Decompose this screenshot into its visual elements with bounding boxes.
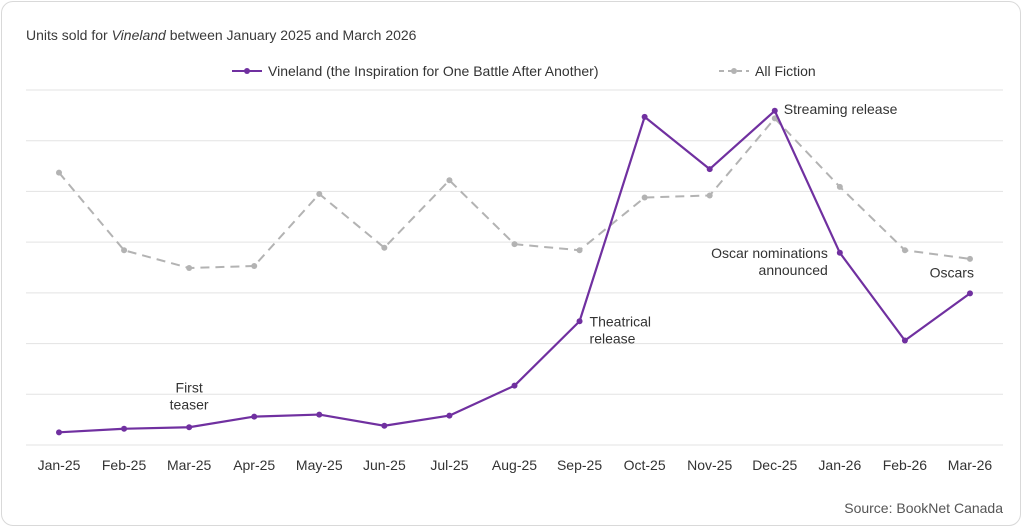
legend-label-all-fiction: All Fiction [755, 63, 816, 79]
x-tick-label: Apr-25 [233, 457, 275, 473]
x-tick-label: Jul-25 [430, 457, 468, 473]
x-axis-ticks: Jan-25 Feb-25 Mar-25 Apr-25 May-25 Jun-25 Jul-… [38, 457, 993, 473]
annotation-label: Oscar nominations [711, 245, 828, 261]
point-all-fiction [511, 241, 518, 248]
point-all-fiction [641, 194, 648, 201]
annotation-label: release [590, 330, 636, 346]
point-vineland [251, 413, 258, 420]
annotation-label: teaser [170, 396, 209, 412]
x-tick-label: Sep-25 [557, 457, 602, 473]
point-vineland [121, 425, 128, 432]
source-note: Source: BookNet Canada [844, 500, 1003, 516]
chart-title-part: between January 2025 and March 2026 [166, 27, 417, 43]
legend-marker-all-fiction [731, 68, 737, 74]
point-all-fiction [966, 255, 973, 262]
x-tick-label: Aug-25 [492, 457, 537, 473]
legend-marker-vineland [244, 68, 250, 74]
series-layer [56, 107, 973, 436]
point-vineland [641, 113, 648, 120]
point-vineland [56, 429, 62, 436]
chart-title-part: Units sold for [26, 27, 112, 43]
legend: Vineland (the Inspiration for One Battle… [232, 63, 816, 79]
x-tick-label: Mar-25 [167, 457, 212, 473]
chart-title-book: Vineland [112, 27, 167, 43]
x-tick-label: Oct-25 [624, 457, 666, 473]
point-all-fiction [316, 190, 323, 197]
point-vineland [316, 411, 323, 418]
x-tick-label: Mar-26 [948, 457, 993, 473]
point-vineland [576, 318, 583, 325]
annotation-label: Streaming release [784, 101, 898, 117]
point-all-fiction [251, 262, 258, 269]
annotation-label: First [176, 379, 203, 395]
point-vineland [186, 424, 193, 431]
legend-label-vineland: Vineland (the Inspiration for One Battle… [268, 63, 599, 79]
point-all-fiction [381, 244, 388, 251]
point-vineland [381, 422, 388, 429]
x-tick-label: Jun-25 [363, 457, 406, 473]
point-vineland [771, 107, 778, 114]
x-tick-label: Feb-26 [883, 457, 928, 473]
point-vineland [836, 249, 843, 256]
annotation-label: Theatrical [590, 313, 651, 329]
chart-title: Units sold for Vineland between January … [26, 27, 417, 43]
point-vineland [966, 290, 973, 297]
point-all-fiction [56, 169, 62, 176]
point-vineland [706, 166, 713, 173]
point-all-fiction [836, 183, 843, 190]
point-all-fiction [901, 247, 908, 254]
point-all-fiction [446, 177, 453, 184]
gridlines [26, 89, 1003, 446]
x-tick-label: Feb-25 [102, 457, 147, 473]
point-all-fiction [706, 192, 713, 199]
point-all-fiction [121, 247, 128, 254]
point-vineland [446, 412, 453, 419]
x-tick-label: May-25 [296, 457, 343, 473]
x-tick-label: Jan-25 [38, 457, 81, 473]
point-vineland [511, 382, 518, 389]
x-tick-label: Dec-25 [752, 457, 797, 473]
annotation-label: Oscars [930, 264, 974, 280]
x-tick-label: Nov-25 [687, 457, 732, 473]
point-vineland [901, 337, 908, 344]
x-tick-label: Jan-26 [818, 457, 861, 473]
point-all-fiction [576, 247, 583, 254]
point-all-fiction [771, 115, 778, 122]
annotation-label: announced [759, 262, 828, 278]
point-all-fiction [186, 265, 193, 272]
